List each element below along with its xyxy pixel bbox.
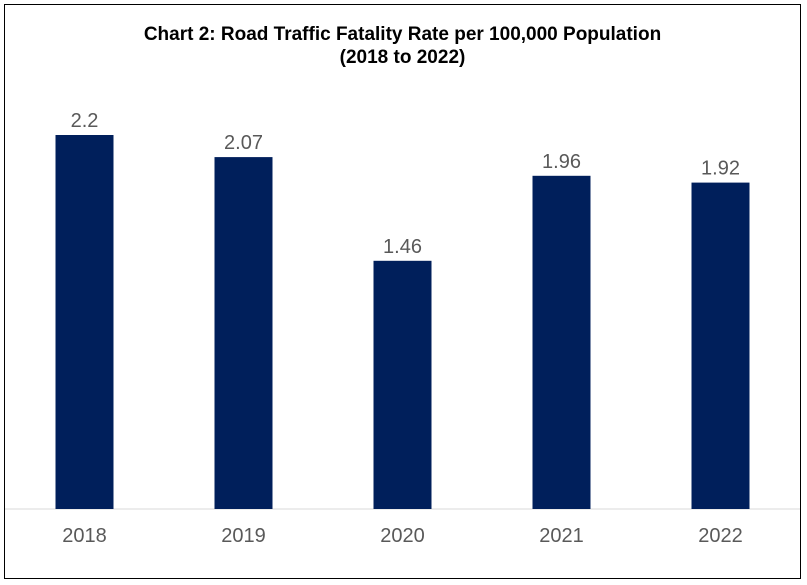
chart-title-line1: Chart 2: Road Traffic Fatality Rate per … [143,24,662,45]
bar-2020 [373,260,432,509]
chart-title: Chart 2: Road Traffic Fatality Rate per … [5,23,800,69]
data-label-2018: 2.2 [71,110,99,132]
x-tick-label-2018: 2018 [62,525,107,547]
bar-2019 [214,157,273,509]
x-tick-label-2019: 2019 [221,525,266,547]
data-label-2022: 1.92 [701,158,740,180]
data-label-2019: 2.07 [224,132,263,154]
x-tick-label-2020: 2020 [380,525,425,547]
bar-2018 [55,135,114,509]
data-label-2020: 1.46 [383,236,422,258]
bar-2021 [532,175,591,510]
data-label-2021: 1.96 [542,151,581,173]
chart-title-line2: (2018 to 2022) [339,47,466,68]
labels-group: 2.2 2018 2.07 2019 1.46 2020 1.96 2021 1.92 2022 [62,110,743,547]
bar-2022 [691,182,750,509]
x-tick-label-2021: 2021 [539,525,584,547]
x-tick-label-2022: 2022 [698,525,743,547]
bars-group [55,135,750,510]
